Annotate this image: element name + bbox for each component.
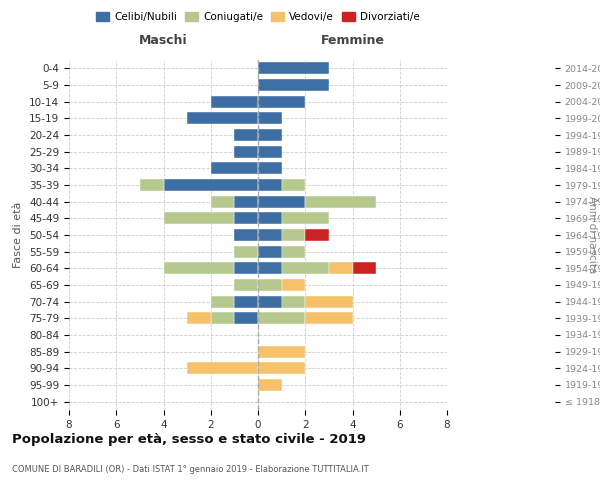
Bar	[258, 379, 281, 391]
Bar	[281, 296, 305, 308]
Bar	[140, 179, 163, 191]
Bar	[211, 312, 235, 324]
Bar	[187, 112, 258, 124]
Bar	[235, 246, 258, 258]
Bar	[235, 212, 258, 224]
Bar	[258, 162, 281, 174]
Bar	[235, 296, 258, 308]
Bar	[281, 262, 329, 274]
Bar	[281, 229, 305, 241]
Bar	[258, 246, 281, 258]
Bar	[305, 312, 353, 324]
Text: Anni di nascita: Anni di nascita	[587, 196, 597, 274]
Bar	[258, 129, 281, 141]
Bar	[187, 362, 258, 374]
Bar	[235, 279, 258, 291]
Y-axis label: Fasce di età: Fasce di età	[13, 202, 23, 268]
Bar	[258, 196, 305, 207]
Bar	[163, 212, 235, 224]
Legend: Celibi/Nubili, Coniugati/e, Vedovi/e, Divorziati/e: Celibi/Nubili, Coniugati/e, Vedovi/e, Di…	[92, 8, 424, 26]
Bar	[258, 296, 281, 308]
Bar	[258, 279, 281, 291]
Bar	[235, 146, 258, 158]
Text: COMUNE DI BARADILI (OR) - Dati ISTAT 1° gennaio 2019 - Elaborazione TUTTITALIA.I: COMUNE DI BARADILI (OR) - Dati ISTAT 1° …	[12, 466, 369, 474]
Bar	[163, 262, 235, 274]
Bar	[235, 262, 258, 274]
Bar	[258, 112, 281, 124]
Bar	[235, 129, 258, 141]
Bar	[281, 212, 329, 224]
Bar	[258, 262, 281, 274]
Bar	[163, 179, 258, 191]
Bar	[211, 196, 235, 207]
Bar	[258, 179, 281, 191]
Bar	[258, 79, 329, 91]
Bar	[258, 212, 281, 224]
Bar	[281, 179, 305, 191]
Bar	[235, 312, 258, 324]
Bar	[258, 146, 281, 158]
Bar	[211, 296, 235, 308]
Bar	[329, 262, 353, 274]
Bar	[258, 96, 305, 108]
Text: Popolazione per età, sesso e stato civile - 2019: Popolazione per età, sesso e stato civil…	[12, 432, 366, 446]
Bar	[258, 229, 281, 241]
Bar	[187, 312, 211, 324]
Bar	[258, 346, 305, 358]
Bar	[281, 246, 305, 258]
Bar	[258, 62, 329, 74]
Text: Maschi: Maschi	[139, 34, 188, 46]
Bar	[305, 229, 329, 241]
Bar	[258, 312, 305, 324]
Bar	[211, 96, 258, 108]
Text: Femmine: Femmine	[320, 34, 385, 46]
Bar	[235, 229, 258, 241]
Bar	[353, 262, 376, 274]
Bar	[258, 362, 305, 374]
Bar	[211, 162, 258, 174]
Bar	[305, 296, 353, 308]
Bar	[305, 196, 376, 207]
Bar	[281, 279, 305, 291]
Bar	[235, 196, 258, 207]
